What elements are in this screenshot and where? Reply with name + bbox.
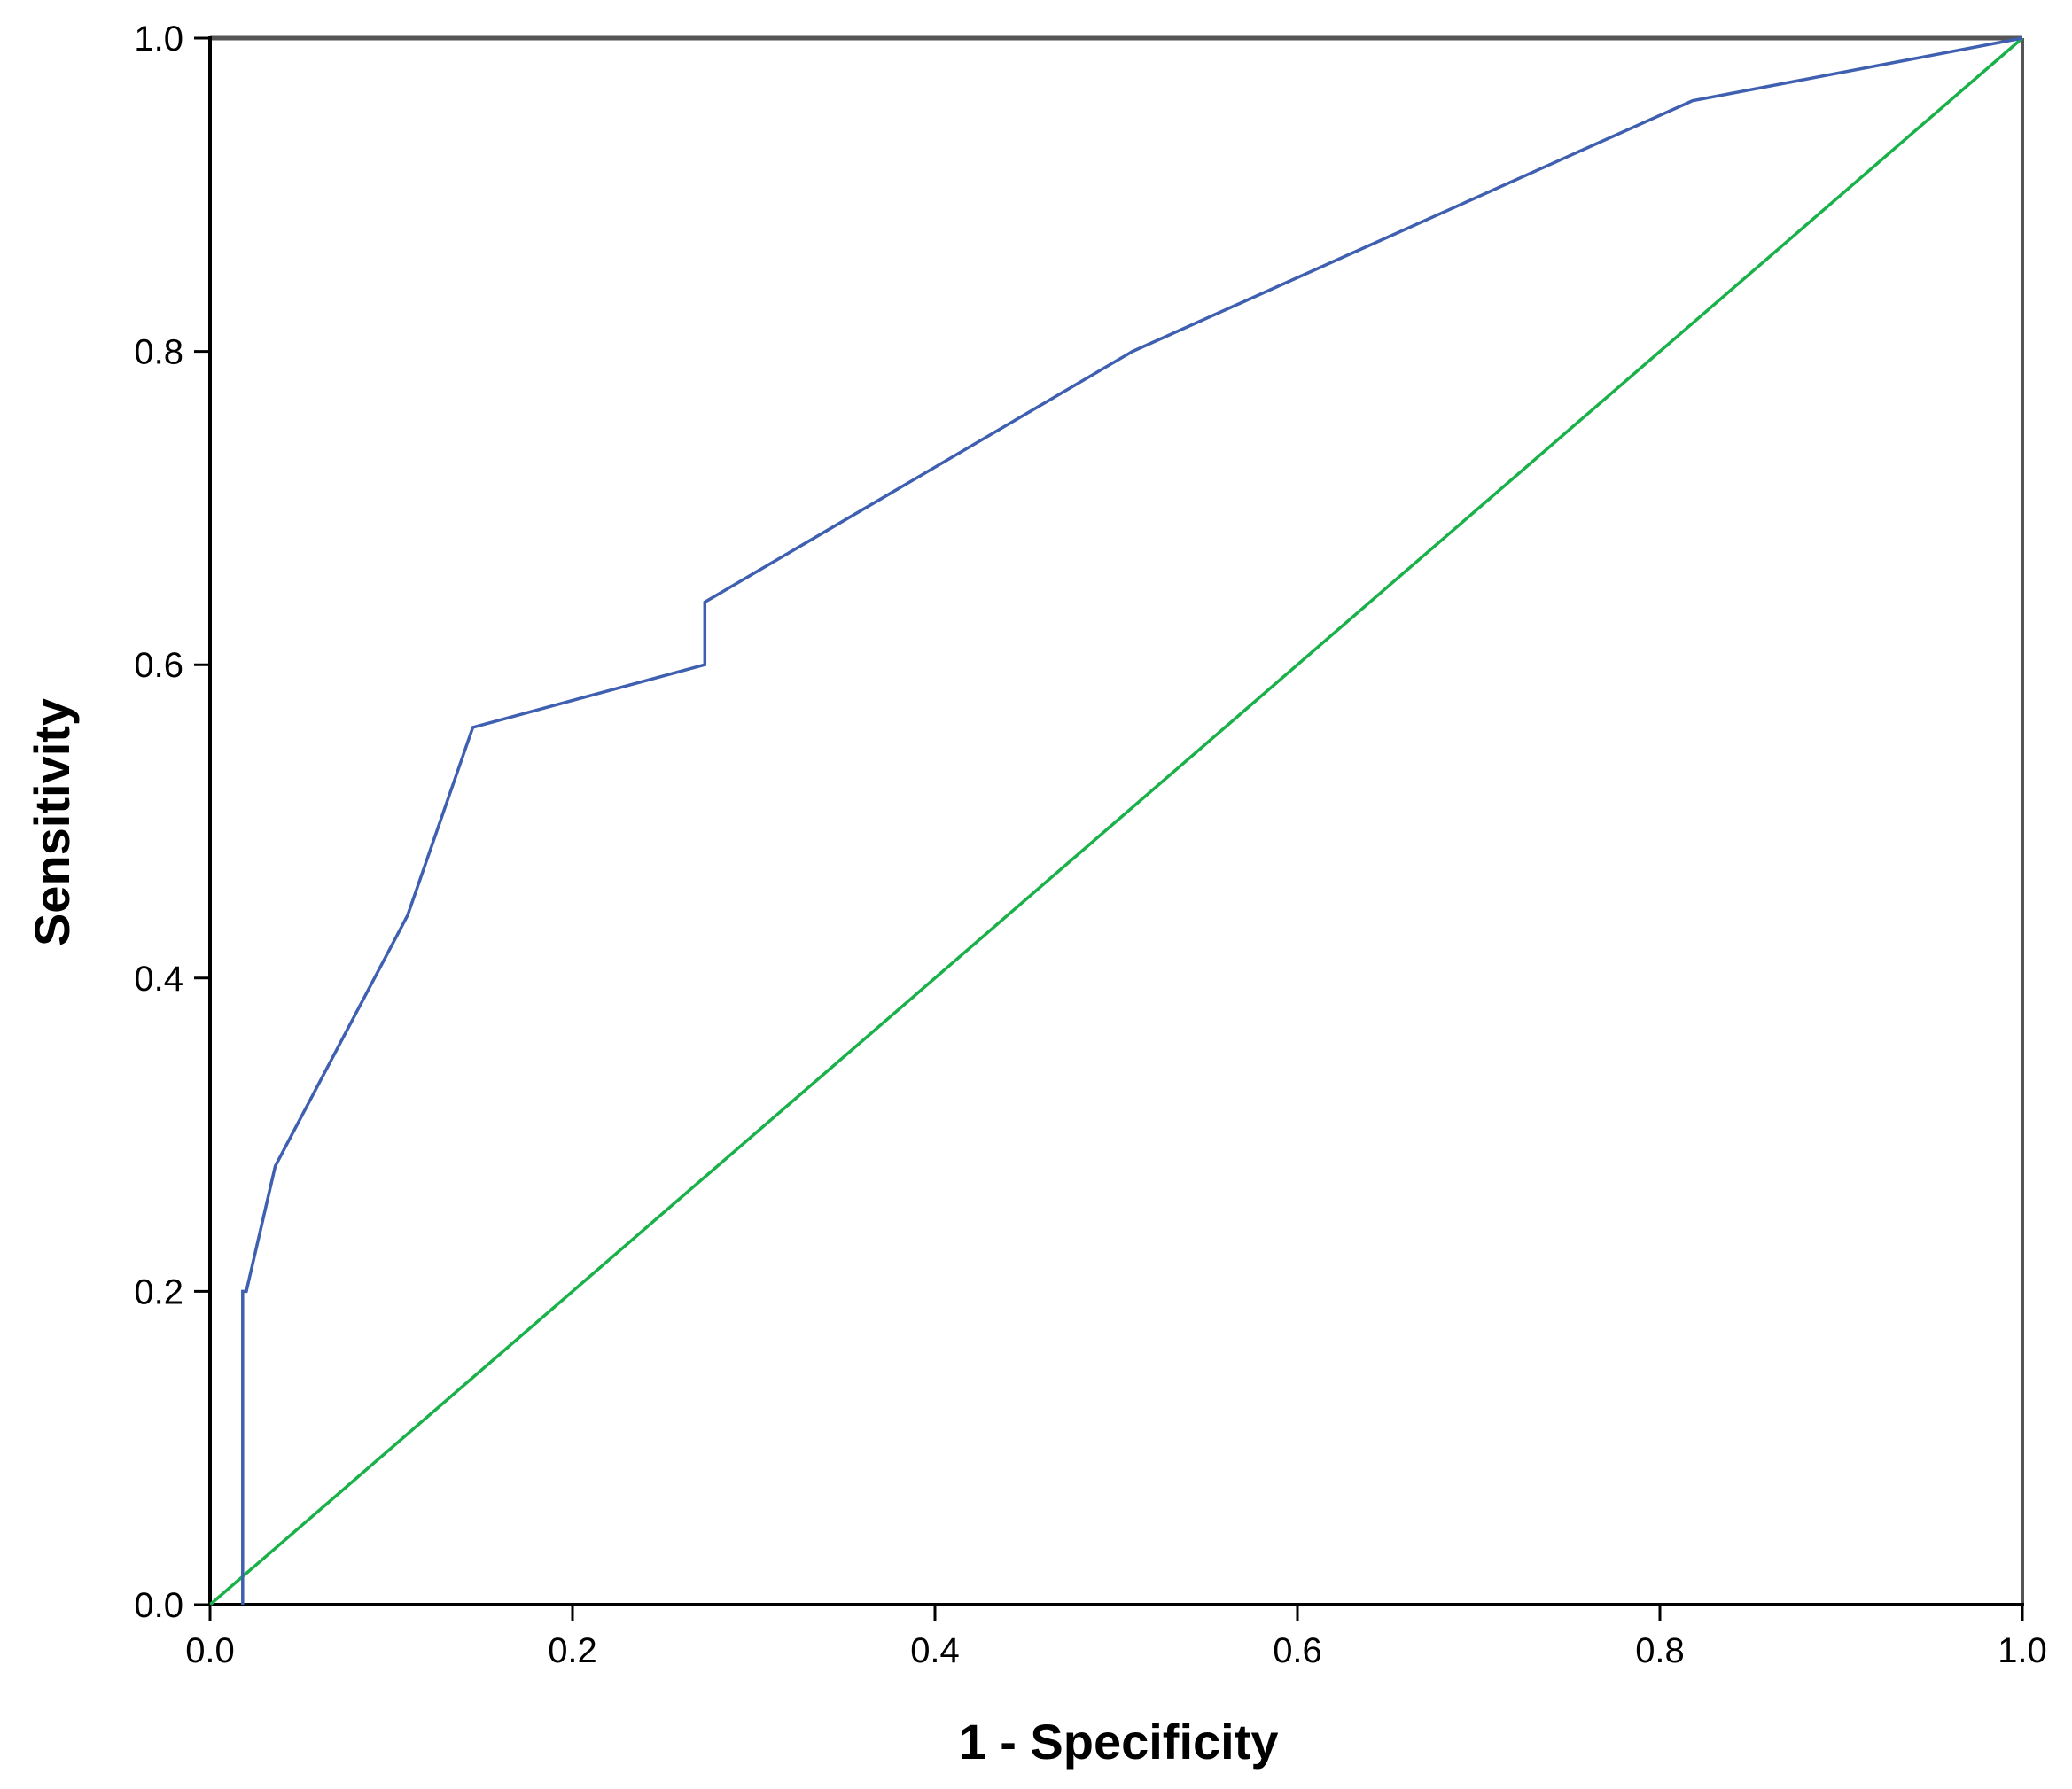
x-tick-label: 1.0: [1998, 1631, 2047, 1670]
y-tick-label: 0.6: [134, 646, 183, 685]
y-tick-label: 1.0: [134, 19, 183, 58]
series-line-1: [241, 36, 2023, 1605]
y-tick-label: 0.8: [134, 333, 183, 372]
plot-frame: [208, 35, 2024, 1606]
y-tick-label: 0.2: [134, 1272, 183, 1311]
y-tick-label: 0.4: [134, 960, 183, 999]
x-tick-label: 0.0: [185, 1631, 235, 1670]
y-tick-label: 0.0: [134, 1586, 183, 1625]
x-tick-label: 0.6: [1273, 1631, 1322, 1670]
y-axis: 0.0 0.2 0.4 0.6 0.8 1.0: [134, 19, 210, 1625]
x-tick-label: 0.4: [910, 1631, 960, 1670]
series-line-2: [208, 36, 2024, 1606]
x-tick-label: 0.2: [548, 1631, 597, 1670]
x-tick-label: 0.8: [1635, 1631, 1685, 1670]
x-axis: 0.0 0.2 0.4 0.6 0.8 1.0: [185, 1605, 2047, 1670]
series-layer: [208, 36, 2024, 1606]
x-axis-title: 1 - Specificity: [958, 1714, 1278, 1770]
y-axis-title: Sensitivity: [24, 698, 80, 946]
